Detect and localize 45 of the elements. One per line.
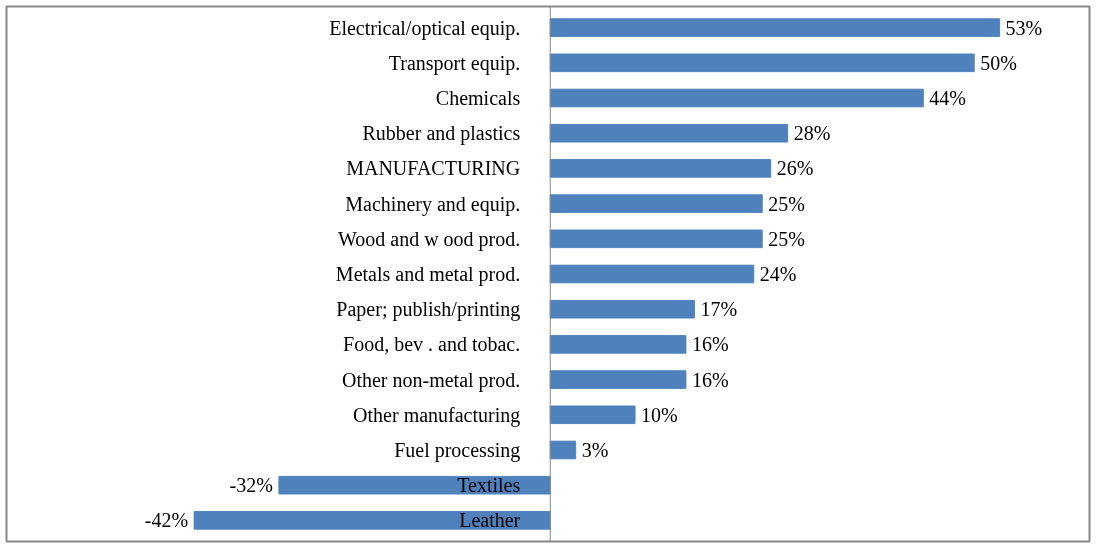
bar xyxy=(549,335,687,354)
bar xyxy=(549,405,636,425)
bar xyxy=(549,53,975,73)
data-label: -32% xyxy=(229,474,273,497)
bar xyxy=(549,229,763,249)
data-label: 44% xyxy=(929,87,966,110)
y-tick-label: Textiles xyxy=(457,474,521,497)
y-tick-label: Transport equip. xyxy=(388,51,521,75)
y-tick-label: Metals and metal prod. xyxy=(335,263,521,286)
bar xyxy=(549,88,924,108)
y-tick-label: MANUFACTURING xyxy=(346,157,521,180)
bar xyxy=(549,370,687,389)
y-tick-label: Fuel processing xyxy=(394,438,521,462)
bar xyxy=(193,511,551,530)
y-tick-label: Rubber and plastics xyxy=(362,122,521,146)
data-label: 50% xyxy=(980,51,1017,74)
data-label: 16% xyxy=(691,368,729,391)
bar xyxy=(278,475,551,495)
data-label: 17% xyxy=(700,298,738,321)
y-tick-label: Wood and w ood prod. xyxy=(337,227,521,251)
y-tick-label: Chemicals xyxy=(435,87,521,110)
bar xyxy=(549,18,1001,37)
bar xyxy=(549,299,695,319)
y-tick-label: Leather xyxy=(459,509,521,532)
bar xyxy=(549,440,577,460)
data-label: 24% xyxy=(759,263,797,285)
y-tick-label: Other non-metal prod. xyxy=(341,368,521,392)
data-label: 25% xyxy=(768,227,805,250)
bar xyxy=(549,123,789,143)
data-label: 28% xyxy=(793,122,831,145)
y-tick-label: Paper; publish/printing xyxy=(336,298,521,322)
data-label: 25% xyxy=(768,192,805,215)
data-label: 3% xyxy=(581,438,609,461)
y-tick-label: Food, bev . and tobac. xyxy=(343,333,521,356)
bar xyxy=(549,264,755,284)
y-tick-label: Machinery and equip. xyxy=(345,192,521,216)
bar xyxy=(549,159,772,178)
data-label: 10% xyxy=(641,403,678,426)
data-label: 53% xyxy=(1005,16,1043,39)
data-label: 26% xyxy=(776,157,814,180)
y-tick-label: Electrical/optical equip. xyxy=(329,16,521,40)
data-label: -42% xyxy=(144,509,189,532)
data-label: 16% xyxy=(691,333,729,356)
y-tick-label: Other manufacturing xyxy=(353,403,521,427)
bar xyxy=(549,194,763,213)
